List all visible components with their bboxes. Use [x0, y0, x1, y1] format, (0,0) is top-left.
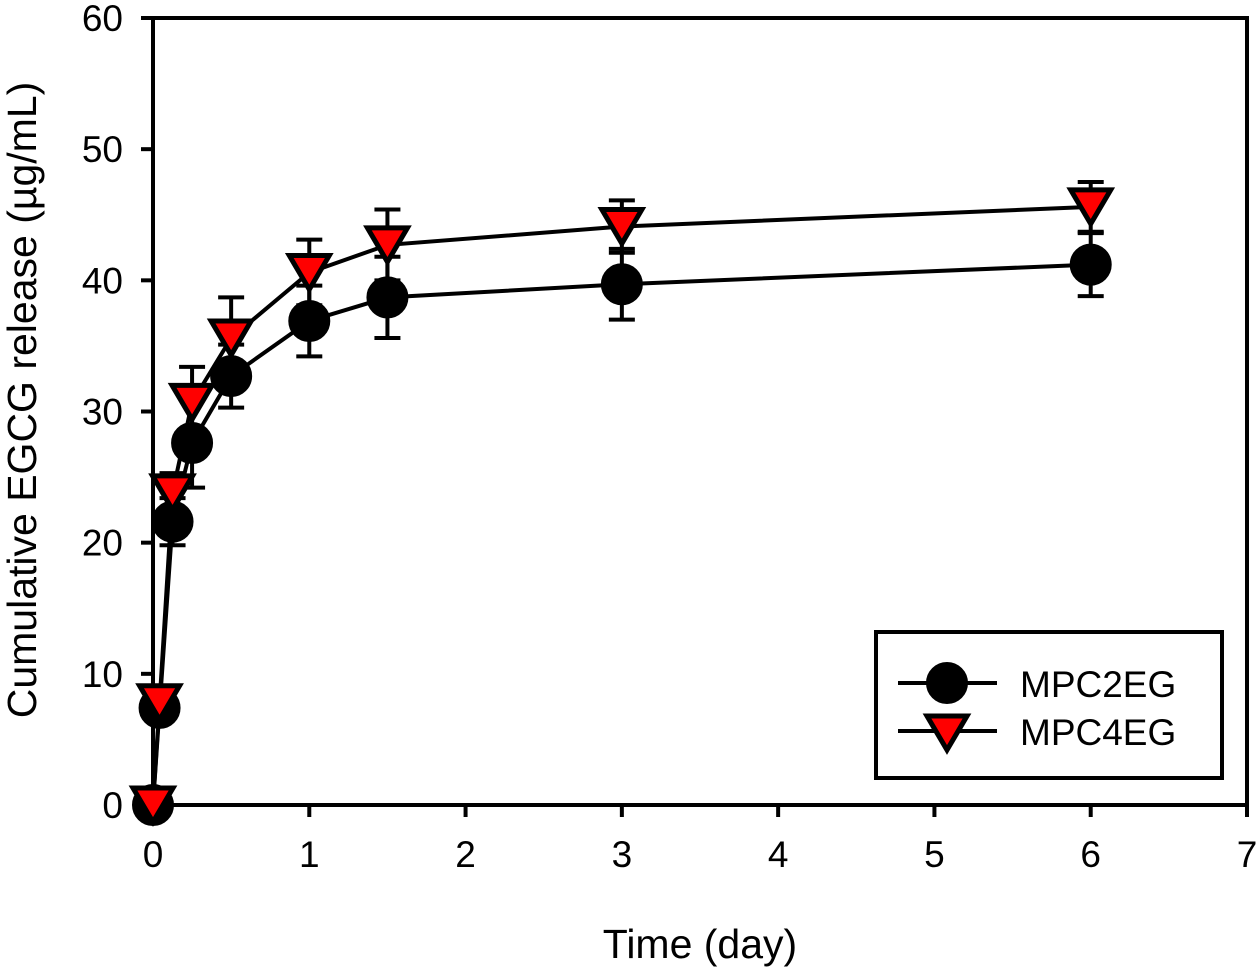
legend-box — [874, 630, 1224, 780]
legend-item: MPC2EG — [898, 662, 1176, 705]
y-tick-label: 30 — [82, 392, 123, 433]
legend: MPC2EG MPC4EG — [874, 630, 1224, 780]
data-point — [128, 785, 178, 827]
data-point — [288, 299, 331, 342]
x-tick-label: 1 — [299, 834, 320, 875]
data-point — [167, 382, 217, 425]
markers-mpc4eg — [128, 187, 1116, 827]
data-point — [1066, 187, 1116, 229]
data-point — [148, 473, 197, 515]
data-point — [600, 263, 643, 306]
y-axis-title: Cumulative EGCG release (µg/mL) — [0, 82, 45, 719]
legend-item: MPC4EG — [898, 712, 1176, 755]
data-point — [1069, 243, 1112, 286]
data-point — [363, 225, 412, 267]
y-tick-label: 20 — [82, 523, 123, 564]
x-tick-label: 5 — [924, 834, 945, 875]
data-point — [366, 276, 409, 319]
y-tick-label: 50 — [82, 129, 123, 170]
data-point — [210, 355, 253, 398]
legend-marker — [926, 662, 968, 704]
x-tick-label: 3 — [612, 834, 633, 875]
data-point — [284, 252, 334, 295]
y-tick-label: 40 — [82, 260, 123, 301]
series-layer — [128, 179, 1116, 827]
data-point — [171, 421, 214, 464]
y-tick-label: 60 — [82, 0, 123, 39]
y-tick-label: 0 — [102, 785, 123, 826]
legend-label: MPC2EG — [1020, 664, 1176, 705]
legend-label: MPC4EG — [1020, 712, 1176, 753]
data-point — [597, 207, 647, 249]
data-point — [135, 683, 184, 725]
y-tick-label: 10 — [82, 654, 123, 695]
x-axis-title: Time (day) — [603, 921, 797, 967]
data-point — [206, 318, 256, 360]
x-tick-label: 4 — [768, 834, 789, 875]
x-tick-label: 2 — [455, 834, 476, 875]
legend-marker — [922, 713, 972, 755]
x-tick-label: 6 — [1080, 834, 1101, 875]
x-tick-label: 7 — [1237, 834, 1258, 875]
x-tick-label: 0 — [143, 834, 164, 875]
